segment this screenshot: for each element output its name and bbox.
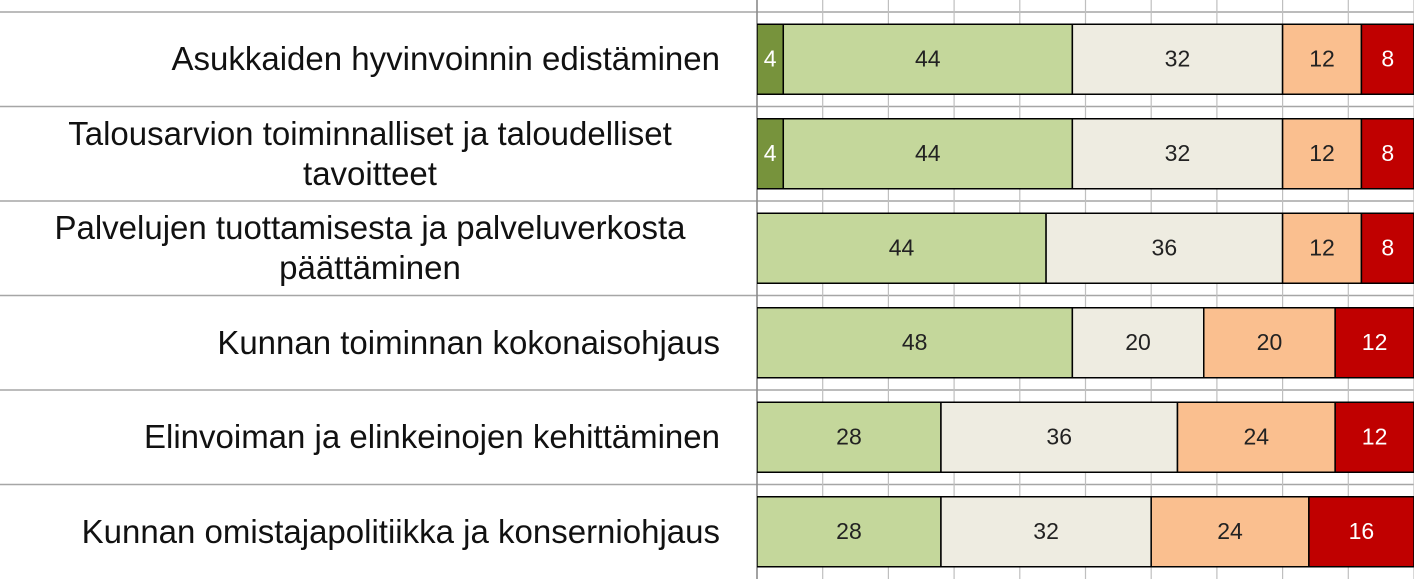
- data-label: 12: [1309, 45, 1335, 71]
- data-label: 28: [836, 518, 862, 544]
- bar-segment: [757, 401, 942, 473]
- bar-segment: [1334, 401, 1414, 473]
- bar-segment: [1071, 118, 1284, 190]
- data-label: 12: [1362, 423, 1388, 449]
- data-label: 4: [764, 45, 777, 71]
- category-label: Palvelujen tuottamisesta ja palveluverko…: [20, 201, 720, 296]
- bar-segment: [757, 307, 1074, 379]
- data-label: 32: [1165, 140, 1191, 166]
- bar-segment: [782, 23, 1074, 95]
- category-text: Palvelujen tuottamisesta ja palveluverko…: [54, 209, 686, 287]
- bar-segment: [757, 496, 942, 568]
- data-label: 12: [1309, 140, 1335, 166]
- data-label: 12: [1362, 329, 1388, 355]
- data-label: 36: [1152, 234, 1178, 260]
- category-label: Elinvoiman ja elinkeinojen kehittäminen: [20, 390, 720, 485]
- data-label: 8: [1381, 45, 1394, 71]
- bar-segment: [757, 212, 1047, 284]
- bar-segment: [1360, 118, 1414, 190]
- category-text: Elinvoiman ja elinkeinojen kehittäminen: [143, 418, 720, 456]
- data-label: 16: [1349, 518, 1375, 544]
- data-label: 44: [889, 234, 915, 260]
- data-label: 12: [1309, 234, 1335, 260]
- bar-segment: [1203, 307, 1336, 379]
- data-label: 20: [1125, 329, 1151, 355]
- data-label: 24: [1244, 423, 1270, 449]
- data-label: 36: [1046, 423, 1072, 449]
- bar-segment: [940, 401, 1179, 473]
- data-label: 24: [1217, 518, 1243, 544]
- data-label: 32: [1165, 45, 1191, 71]
- data-label: 48: [902, 329, 928, 355]
- category-text: Kunnan omistajapolitiikka ja konserniohj…: [81, 512, 720, 550]
- bar-segment: [1150, 496, 1310, 568]
- bar-segment: [1334, 307, 1414, 379]
- data-label: 8: [1381, 234, 1394, 260]
- bars: 4443212844432128044361280482020120283624…: [757, 23, 1414, 568]
- category-label: Kunnan omistajapolitiikka ja konserniohj…: [20, 485, 720, 579]
- bar-segment: [1360, 23, 1414, 95]
- bar-segment: [1176, 401, 1336, 473]
- category-label: Asukkaiden hyvinvoinnin edistäminen: [20, 12, 721, 107]
- bar-segment: [940, 496, 1152, 568]
- category-label: Kunnan toiminnan kokonaisohjaus: [20, 296, 720, 391]
- category-text: Talousarvion toiminnalliset ja taloudell…: [68, 114, 672, 192]
- category-text: Kunnan toiminnan kokonaisohjaus: [217, 323, 720, 361]
- bar-segment: [1308, 496, 1414, 568]
- bar-segment: [1360, 212, 1414, 284]
- data-label: 44: [915, 45, 941, 71]
- category-text: Asukkaiden hyvinvoinnin edistäminen: [171, 40, 721, 78]
- data-label: 8: [1381, 140, 1394, 166]
- category-label: Talousarvion toiminnalliset ja taloudell…: [20, 107, 720, 202]
- data-label: 44: [915, 140, 941, 166]
- data-label: 20: [1257, 329, 1283, 355]
- bar-segment: [1281, 212, 1363, 284]
- data-label: 4: [764, 140, 777, 166]
- bar-segment: [1045, 212, 1284, 284]
- data-label: 28: [836, 423, 862, 449]
- bar-segment: [782, 118, 1074, 190]
- data-label: 32: [1033, 518, 1059, 544]
